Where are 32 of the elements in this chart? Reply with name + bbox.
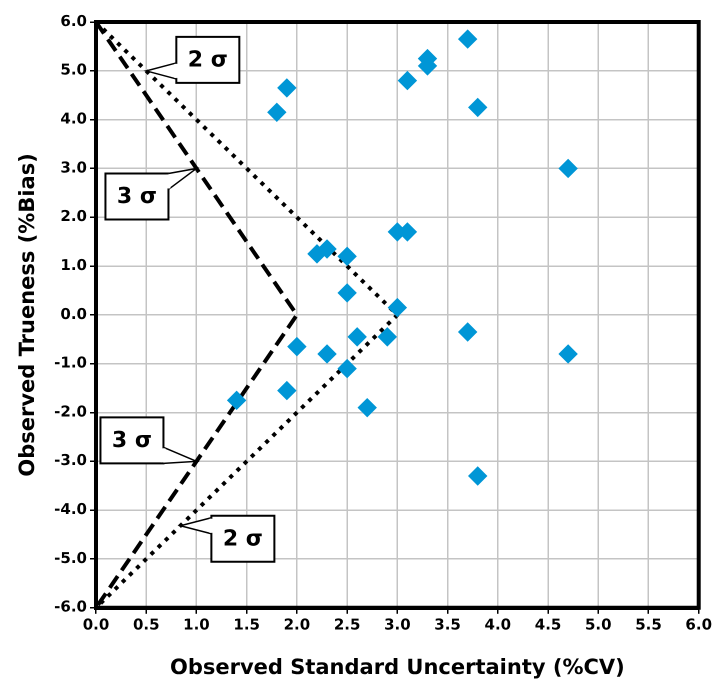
- x-tick-label: 0.5: [132, 616, 160, 634]
- x-tick-label: 5.5: [635, 616, 662, 634]
- x-tick-label: 5.0: [584, 616, 612, 634]
- x-tick-label: 0.0: [82, 616, 110, 634]
- y-tick-label: 2.0: [60, 207, 87, 226]
- series-label: 3 σ: [112, 428, 152, 454]
- x-tick-label: 4.0: [484, 616, 512, 634]
- y-axis-title: Observed Trueness (%Bias): [15, 153, 40, 477]
- y-tick-label: 5.0: [60, 60, 87, 79]
- x-tick-label: 3.0: [384, 616, 411, 634]
- x-tick-label: 1.0: [183, 616, 210, 634]
- y-tick-label: 3.0: [60, 158, 87, 176]
- y-tick-label: 1.0: [60, 256, 87, 274]
- x-tick-label: 2.0: [284, 616, 310, 634]
- x-axis-title: Observed Standard Uncertainty (%CV): [170, 654, 625, 679]
- y-tick-label: -2.0: [54, 402, 87, 420]
- x-tick-label: 2.5: [334, 616, 360, 634]
- y-tick-label: 6.0: [60, 12, 87, 30]
- y-tick-label: 4.0: [60, 110, 87, 128]
- y-tick-label: -1.0: [54, 354, 87, 372]
- text: 2 σ: [222, 526, 263, 552]
- y-tick-label: -4.0: [54, 500, 87, 518]
- y-tick-label: -6.0: [54, 598, 87, 616]
- series-label: 2 σ: [188, 48, 228, 73]
- y-tick-label: 0.0: [60, 304, 87, 323]
- x-tick-label: 6.0: [685, 616, 712, 634]
- y-tick-label: -5.0: [54, 548, 87, 567]
- y-tick-label: -3.0: [54, 451, 87, 470]
- x-tick-label: 4.5: [534, 616, 562, 634]
- text: 3 σ: [116, 184, 158, 210]
- x-tick-label: 1.5: [233, 616, 260, 634]
- x-tick-label: 3.5: [434, 616, 461, 634]
